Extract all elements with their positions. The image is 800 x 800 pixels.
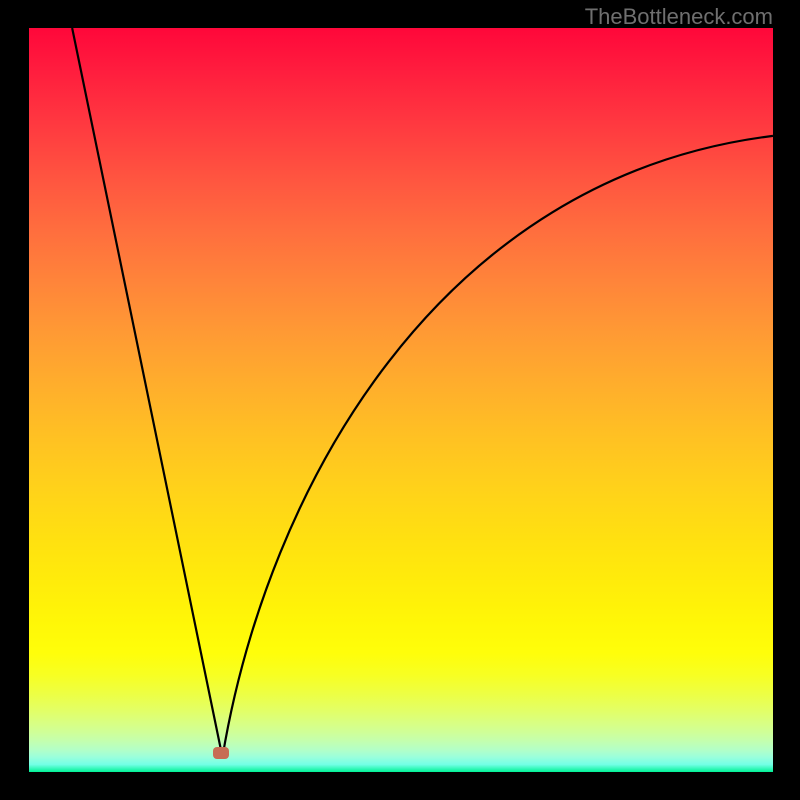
chart-frame: TheBottleneck.com <box>0 0 800 800</box>
bottleneck-curve <box>29 28 773 772</box>
plot-area <box>29 28 773 772</box>
vertex-marker <box>213 747 229 759</box>
watermark-text: TheBottleneck.com <box>585 4 773 30</box>
